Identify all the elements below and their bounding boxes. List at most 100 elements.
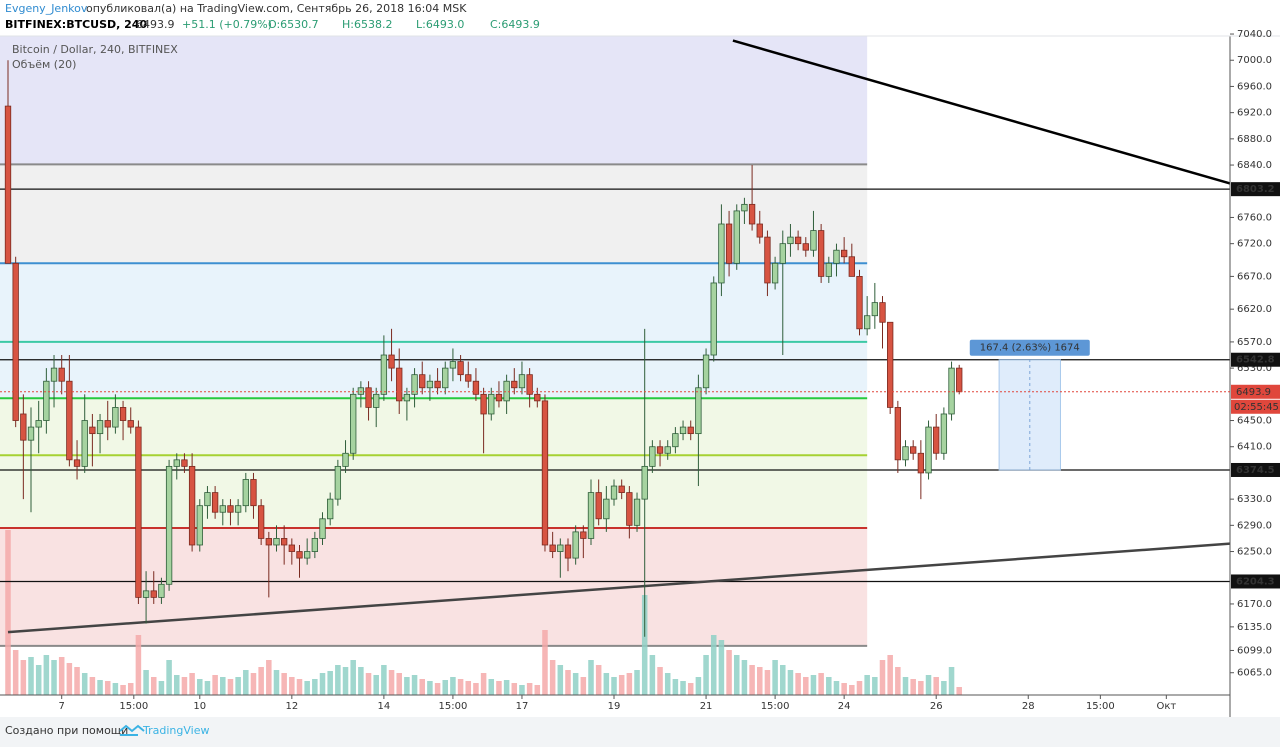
candle-body [257,505,265,539]
y-tick-label: 6410.0 [1237,442,1272,453]
volume-bar [557,665,564,695]
volume-bar [925,675,932,695]
volume-bar [97,680,103,695]
candle-body [948,367,955,415]
volume-bar [312,679,318,695]
candle-body [679,426,687,435]
volume-bar [887,655,893,695]
candle-body [280,538,288,546]
candle-body [288,544,295,552]
candle-body [518,374,526,389]
candle-body [4,105,12,264]
author[interactable]: Evgeny_Jenkov [5,2,88,15]
volume-bar [849,685,855,695]
plot-area: 167.4 (2.63%) 1674 [0,36,1231,695]
volume-bar [143,670,149,695]
candle-body [127,420,134,428]
footer-brand[interactable]: TradingView [142,724,209,737]
volume-bar [258,667,264,695]
candle-body [925,426,932,474]
candle-body [27,426,35,441]
volume-bar [28,657,34,695]
x-tick-label: Окт [1156,701,1176,712]
candle-body [304,551,311,559]
volume-bar [511,683,518,695]
volume-bar [956,687,962,695]
candle-body [863,315,871,330]
candle-body [610,485,618,500]
candle-body [142,590,150,598]
candle-body [633,498,641,526]
level-tag [1231,574,1280,589]
candle-body [419,374,426,389]
y-tick-label: 6250.0 [1237,547,1272,558]
candle-body [388,354,395,369]
volume-bar [174,675,180,695]
volume-bar [833,681,840,695]
candle-body [250,479,257,507]
volume-bar [795,673,801,695]
candle-body [649,446,656,467]
candle-body [204,492,211,507]
volume-bar [74,667,80,695]
x-tick-label: 15:00 [761,701,790,712]
candle-body [357,387,365,395]
candle-body [879,302,886,323]
y-tick-label: 6330.0 [1237,494,1272,505]
volume-bar [388,670,395,695]
x-tick-label: 17 [516,701,529,712]
volume-bar [365,673,372,695]
candle-body [956,367,963,393]
volume-bar [120,685,126,695]
candle-body [449,361,457,369]
y-tick-label: 6450.0 [1237,416,1272,427]
candle-body [541,400,549,546]
candle-body [181,459,188,467]
y-tick-label: 6620.0 [1237,304,1272,315]
volume-bar [35,665,42,695]
y-tick-label: 6840.0 [1237,160,1272,171]
volume-bar [872,677,878,695]
candle-body [196,505,203,546]
candle-body [580,531,587,539]
x-tick-label: 28 [1022,701,1035,712]
candle-body [626,492,633,526]
volume-bar [856,681,863,695]
volume-bar [381,665,387,695]
candle-body [871,302,878,317]
candle-body [89,426,96,435]
candle-body [833,249,840,264]
volume-bar [51,660,57,695]
volume-bar [266,660,272,695]
candle-body [81,420,88,467]
candle-body [725,223,733,264]
candle-body [112,407,119,428]
volume-bar [411,675,418,695]
candle-body [910,446,917,454]
candle-body [350,393,357,454]
volume-bar [450,677,456,695]
candle-body [342,452,349,467]
measure-tag [969,339,1090,356]
volume-bar [127,683,134,695]
level-tag [1231,352,1280,367]
volume-bar [373,675,379,695]
volume-bar [549,660,556,695]
candle-body [227,505,234,513]
candle-body [434,380,441,389]
volume-bar [710,635,717,695]
level-label: 6542.8 [1236,355,1275,366]
volume-bar [680,681,686,695]
candle-body [526,374,533,395]
volume-bar [243,670,249,695]
candle-body [756,223,763,238]
candle-body [12,262,19,421]
candle-body [802,243,809,251]
volume-bar [703,655,709,695]
candle-body [273,538,280,546]
candle-body [702,354,710,389]
volume-bar [902,677,909,695]
volume-bar [741,660,748,695]
countdown: 02:55:45 [1234,402,1279,413]
level-tag [1231,462,1280,477]
